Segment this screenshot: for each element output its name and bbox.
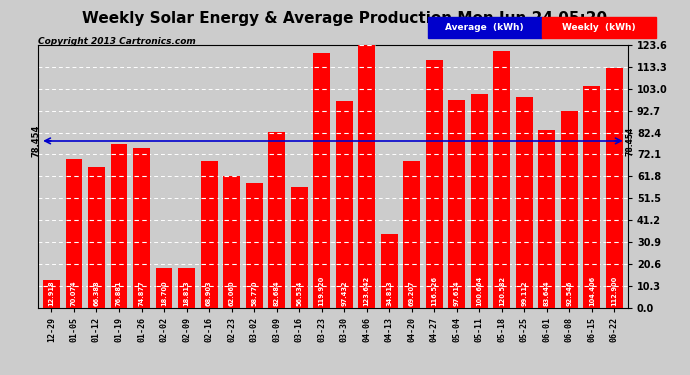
Bar xyxy=(133,148,150,308)
Text: 18.700: 18.700 xyxy=(161,281,167,306)
Text: 92.546: 92.546 xyxy=(566,281,573,306)
Text: 74.877: 74.877 xyxy=(139,281,144,306)
Bar xyxy=(313,53,330,307)
Bar xyxy=(201,161,217,308)
Text: 78.454: 78.454 xyxy=(626,126,635,156)
Bar xyxy=(561,111,578,308)
Text: 97.432: 97.432 xyxy=(341,281,347,306)
Bar xyxy=(290,188,308,308)
Text: 83.644: 83.644 xyxy=(544,281,550,306)
Bar xyxy=(516,97,533,308)
Text: 123.642: 123.642 xyxy=(364,276,370,306)
Text: 82.684: 82.684 xyxy=(274,281,279,306)
Text: Copyright 2013 Cartronics.com: Copyright 2013 Cartronics.com xyxy=(38,38,196,46)
Text: 119.920: 119.920 xyxy=(319,276,325,306)
Bar xyxy=(381,234,397,308)
Bar xyxy=(358,45,375,308)
Text: 70.074: 70.074 xyxy=(71,281,77,306)
Bar xyxy=(584,86,600,308)
Bar xyxy=(403,160,420,308)
Text: 34.813: 34.813 xyxy=(386,281,392,306)
Text: 116.526: 116.526 xyxy=(431,276,437,306)
Text: Weekly  (kWh): Weekly (kWh) xyxy=(562,22,635,32)
Bar xyxy=(336,100,353,308)
Text: 120.582: 120.582 xyxy=(499,276,505,306)
Bar xyxy=(66,159,82,308)
Text: 12.918: 12.918 xyxy=(48,281,55,306)
Text: 66.388: 66.388 xyxy=(93,281,99,306)
Bar xyxy=(448,100,465,308)
Bar xyxy=(156,268,172,308)
Bar xyxy=(268,132,285,308)
Text: 104.406: 104.406 xyxy=(589,276,595,306)
Bar xyxy=(43,280,60,308)
Text: 99.112: 99.112 xyxy=(522,281,527,306)
Bar xyxy=(223,176,240,308)
Text: 58.770: 58.770 xyxy=(251,281,257,306)
Text: 78.454: 78.454 xyxy=(31,125,40,157)
Bar xyxy=(538,130,555,308)
Bar xyxy=(471,94,488,308)
Text: 18.813: 18.813 xyxy=(184,281,190,306)
Text: 69.207: 69.207 xyxy=(408,281,415,306)
Bar xyxy=(493,51,510,308)
Text: 97.614: 97.614 xyxy=(454,281,460,306)
Text: Average  (kWh): Average (kWh) xyxy=(446,22,524,32)
Bar xyxy=(426,60,443,308)
Bar xyxy=(110,144,128,308)
Text: 112.900: 112.900 xyxy=(611,276,618,306)
Text: 68.903: 68.903 xyxy=(206,281,212,306)
Text: 56.534: 56.534 xyxy=(296,281,302,306)
Bar xyxy=(246,183,263,308)
Bar xyxy=(178,267,195,308)
Text: 76.881: 76.881 xyxy=(116,281,122,306)
Bar xyxy=(606,68,623,308)
Bar xyxy=(88,166,105,308)
Text: 62.060: 62.060 xyxy=(228,281,235,306)
Text: 100.664: 100.664 xyxy=(476,276,482,306)
Text: Weekly Solar Energy & Average Production Mon Jun 24 05:20: Weekly Solar Energy & Average Production… xyxy=(82,11,608,26)
